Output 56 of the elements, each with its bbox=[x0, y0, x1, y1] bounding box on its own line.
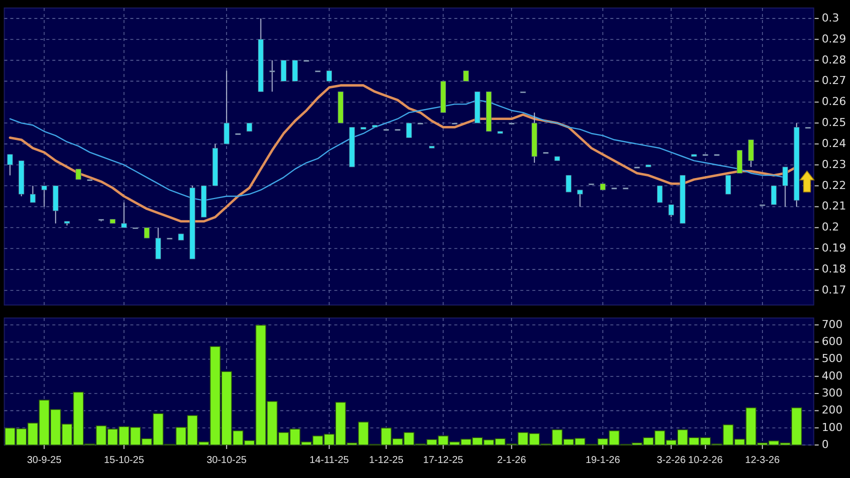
candlestick bbox=[224, 70, 230, 144]
candlestick bbox=[269, 60, 275, 92]
y-tick-label: 0.19 bbox=[822, 242, 846, 255]
y-tick-label: 0.27 bbox=[822, 74, 846, 88]
x-tick-label: 2-1-26 bbox=[497, 455, 526, 466]
y-tick-label: 0.2 bbox=[822, 220, 840, 234]
x-tick-label: 10-2-26 bbox=[688, 455, 724, 466]
candlestick bbox=[155, 227, 161, 260]
y-tick-label: 0.23 bbox=[822, 158, 846, 171]
y-tick-label: 0.26 bbox=[822, 95, 846, 108]
x-tick-label: 14-11-25 bbox=[310, 455, 350, 466]
y-tick-label: 0.25 bbox=[822, 116, 846, 130]
y-tick-label: 0.3 bbox=[822, 11, 840, 24]
y-tick-label: 0.17 bbox=[822, 283, 846, 296]
y-tick-label: 0 bbox=[822, 438, 829, 452]
candlestick bbox=[7, 154, 13, 176]
candlestick bbox=[657, 186, 663, 203]
y-tick-label: 0.22 bbox=[822, 178, 846, 192]
candlestick bbox=[748, 139, 754, 168]
x-tick-label: 30-9-25 bbox=[26, 455, 62, 466]
x-tick-label: 1-12-25 bbox=[368, 455, 404, 466]
y-tick-label: 0.24 bbox=[822, 136, 846, 150]
candlestick bbox=[463, 70, 469, 82]
y-tick-label: 700 bbox=[822, 318, 843, 331]
y-tick-label: 200 bbox=[822, 404, 843, 417]
y-tick-label: 600 bbox=[822, 335, 843, 348]
candlestick bbox=[292, 60, 298, 82]
y-tick-label: 300 bbox=[822, 386, 843, 400]
candlestick bbox=[566, 174, 572, 193]
candlestick bbox=[725, 174, 731, 195]
y-tick-label: 500 bbox=[822, 352, 843, 366]
candlestick bbox=[668, 204, 674, 218]
candlestick bbox=[326, 70, 332, 82]
candlestick bbox=[406, 122, 412, 138]
y-tick-label: 100 bbox=[822, 420, 843, 434]
candlestick bbox=[144, 227, 150, 239]
x-tick-label: 30-10-25 bbox=[206, 455, 248, 466]
candlestick bbox=[771, 185, 777, 206]
candlestick bbox=[782, 166, 788, 208]
x-tick-label: 17-12-25 bbox=[423, 455, 464, 466]
y-tick-label: 0.28 bbox=[822, 53, 846, 66]
candlestick bbox=[280, 60, 286, 82]
y-tick-label: 400 bbox=[822, 369, 843, 382]
candlestick bbox=[121, 202, 127, 228]
x-tick-label: 19-1-26 bbox=[586, 455, 620, 466]
y-tick-label: 0.21 bbox=[822, 200, 846, 213]
candlestick bbox=[736, 150, 742, 174]
candlestick bbox=[76, 168, 82, 180]
x-tick-label: 3-2-26 bbox=[656, 455, 686, 466]
candlestick bbox=[30, 185, 36, 204]
y-tick-label: 0.18 bbox=[822, 262, 846, 276]
candlestick bbox=[41, 185, 47, 208]
y-tick-label: 0.29 bbox=[822, 32, 846, 46]
x-tick-label: 12-3-26 bbox=[745, 455, 780, 466]
x-tick-label: 15-10-25 bbox=[104, 455, 144, 466]
candlestick bbox=[577, 189, 583, 208]
